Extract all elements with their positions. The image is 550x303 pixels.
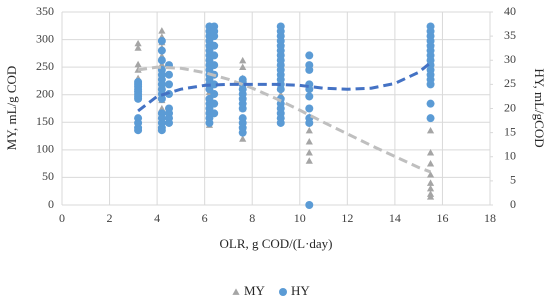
point [157, 36, 166, 45]
point [305, 126, 313, 134]
point [305, 137, 313, 145]
point [238, 128, 247, 137]
y2-tick-label: 15 [504, 124, 516, 138]
point [276, 85, 285, 94]
point [426, 171, 435, 178]
point [239, 63, 247, 71]
legend-marker [279, 288, 287, 296]
y-tick-label: 350 [36, 4, 54, 18]
legend-label: HY [291, 283, 310, 298]
y-tick-label: 100 [36, 142, 54, 156]
point [157, 126, 166, 135]
y-tick-label: 0 [48, 197, 54, 211]
point [426, 160, 435, 167]
point [276, 118, 285, 127]
point [134, 126, 143, 135]
x-tick-label: 2 [107, 211, 113, 225]
legend-marker [232, 288, 240, 295]
point [210, 109, 219, 118]
point [210, 80, 219, 89]
x-tick-label: 12 [341, 211, 353, 225]
y-tick-label: 200 [36, 86, 54, 100]
x-tick-label: 18 [484, 211, 496, 225]
y-tick-label: 250 [36, 59, 54, 73]
y2-tick-label: 20 [504, 100, 516, 114]
point [134, 94, 143, 103]
point [157, 46, 166, 55]
y2-axis-label: HY, mL/gCOD [532, 68, 547, 147]
point [426, 99, 435, 108]
point [305, 157, 313, 164]
x-tick-label: 14 [389, 211, 401, 225]
trendline [137, 65, 432, 174]
point [426, 193, 435, 200]
y2-tick-label: 35 [504, 28, 516, 42]
point [239, 56, 247, 64]
point [165, 80, 173, 89]
point [157, 56, 166, 65]
point [305, 201, 314, 209]
point [134, 39, 142, 47]
x-tick-label: 10 [294, 211, 306, 225]
x-tick-label: 6 [202, 211, 208, 225]
point [426, 184, 435, 192]
point [426, 114, 435, 123]
y2-tick-label: 25 [504, 76, 516, 90]
point [165, 118, 173, 127]
x-axis-label: OLR, g COD/(L·day) [219, 236, 332, 251]
point [158, 27, 166, 34]
y-tick-label: 300 [36, 31, 54, 45]
point [305, 104, 314, 113]
point [210, 99, 219, 108]
point [134, 60, 142, 68]
trendline [137, 61, 432, 113]
y2-tick-label: 0 [510, 197, 516, 211]
y-tick-label: 50 [42, 169, 54, 183]
y2-tick-label: 40 [504, 4, 516, 18]
point [238, 104, 247, 113]
point [210, 41, 219, 50]
y-axis-label: MY, mL/g COD [4, 66, 19, 151]
point [305, 65, 314, 74]
point [205, 118, 214, 127]
point [210, 90, 219, 99]
y2-tick-label: 30 [504, 52, 516, 66]
point [305, 149, 313, 156]
point [305, 118, 314, 127]
point [305, 92, 314, 101]
y2-tick-label: 5 [510, 173, 516, 187]
point [210, 51, 219, 60]
point [426, 149, 435, 156]
point [239, 135, 247, 142]
x-tick-label: 0 [59, 211, 65, 225]
y-tick-label: 150 [36, 114, 54, 128]
point [134, 44, 142, 51]
point [426, 80, 435, 89]
point [210, 32, 219, 41]
x-tick-label: 16 [436, 211, 448, 225]
point [426, 126, 435, 134]
point [165, 70, 173, 79]
point [157, 94, 166, 103]
x-tick-label: 4 [154, 211, 160, 225]
point [426, 179, 435, 186]
point [305, 51, 314, 60]
y2-tick-label: 10 [504, 149, 516, 163]
legend-label: MY [244, 283, 266, 298]
point [210, 61, 219, 70]
x-tick-label: 8 [249, 211, 255, 225]
